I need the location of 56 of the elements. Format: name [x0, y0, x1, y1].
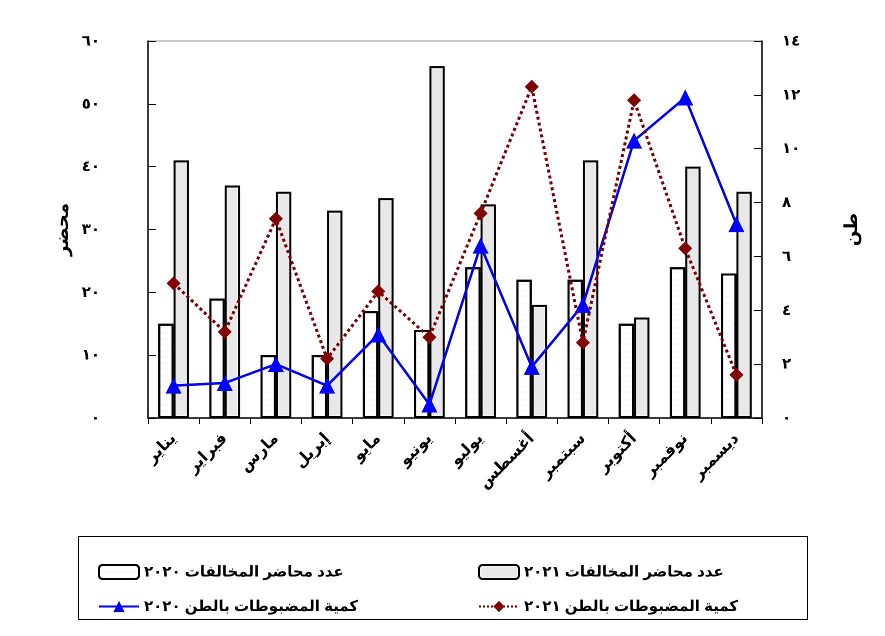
point	[421, 396, 438, 413]
point	[678, 241, 692, 256]
x-tick-label: نوفمبر	[640, 430, 692, 481]
y2-tick-label: ١٤	[782, 32, 800, 50]
y-axis-title: محضر	[52, 202, 73, 258]
legend-label: عدد محاضر المخالفات ٢٠٢١	[524, 564, 724, 580]
point	[524, 358, 540, 375]
point	[320, 352, 334, 366]
point	[319, 378, 336, 394]
point	[472, 238, 489, 254]
y2-tick-label: ٤	[782, 302, 792, 319]
point	[574, 296, 591, 313]
x-tick-label: إبريل	[292, 430, 334, 472]
y2-tick-label: ٠	[782, 410, 792, 426]
point	[218, 324, 232, 339]
point	[166, 378, 182, 394]
y-tick-label: ١٠	[82, 346, 100, 364]
x-tick-label: ديسمبر	[688, 430, 742, 484]
point	[370, 326, 386, 343]
point	[729, 368, 744, 382]
y-tick-label: ٢٠	[82, 284, 100, 301]
legend-label: كمية المضبوطات بالطن ٢٠٢٠	[144, 598, 358, 615]
y-tick-label: ٣٠	[82, 221, 100, 238]
x-tick-label: يوليو	[446, 430, 487, 470]
x-tick-label: سبتمبر	[536, 430, 589, 482]
x-tick-label: مارس	[236, 430, 282, 476]
point	[576, 336, 590, 350]
y2-axis-title: طن	[841, 212, 862, 246]
point	[474, 206, 488, 220]
point	[268, 356, 284, 372]
point	[627, 93, 642, 108]
point	[728, 216, 744, 232]
y-tick-label: ٠	[90, 410, 100, 426]
legend-label: كمية المضبوطات بالطن ٢٠٢١	[524, 598, 738, 615]
point	[371, 284, 386, 298]
y2-tick-label: ٢	[782, 356, 792, 373]
point	[677, 90, 694, 106]
legend-label: عدد محاضر المخالفات ٢٠٢٠	[144, 564, 344, 580]
x-tick-label: أكتوبر	[592, 428, 640, 476]
point	[166, 276, 181, 290]
point	[268, 212, 283, 226]
y-tick-label: ٦٠	[82, 32, 100, 50]
x-tick-label: يونيو	[395, 430, 436, 470]
point	[524, 80, 539, 94]
y-tick-label: ٤٠	[82, 158, 100, 176]
y2-tick-label: ١٠	[782, 140, 800, 158]
x-tick-label: مايو	[348, 430, 384, 466]
y-tick-label: ٥٠	[82, 95, 100, 112]
x-tick-label: يناير	[142, 430, 180, 468]
x-tick-label: فبراير	[184, 430, 231, 477]
y2-tick-label: ٨	[782, 194, 792, 212]
y2-tick-label: ٦	[782, 248, 792, 265]
point	[216, 374, 233, 391]
point	[626, 132, 642, 149]
y2-tick-label: ١٢	[782, 86, 800, 104]
point	[422, 330, 436, 344]
